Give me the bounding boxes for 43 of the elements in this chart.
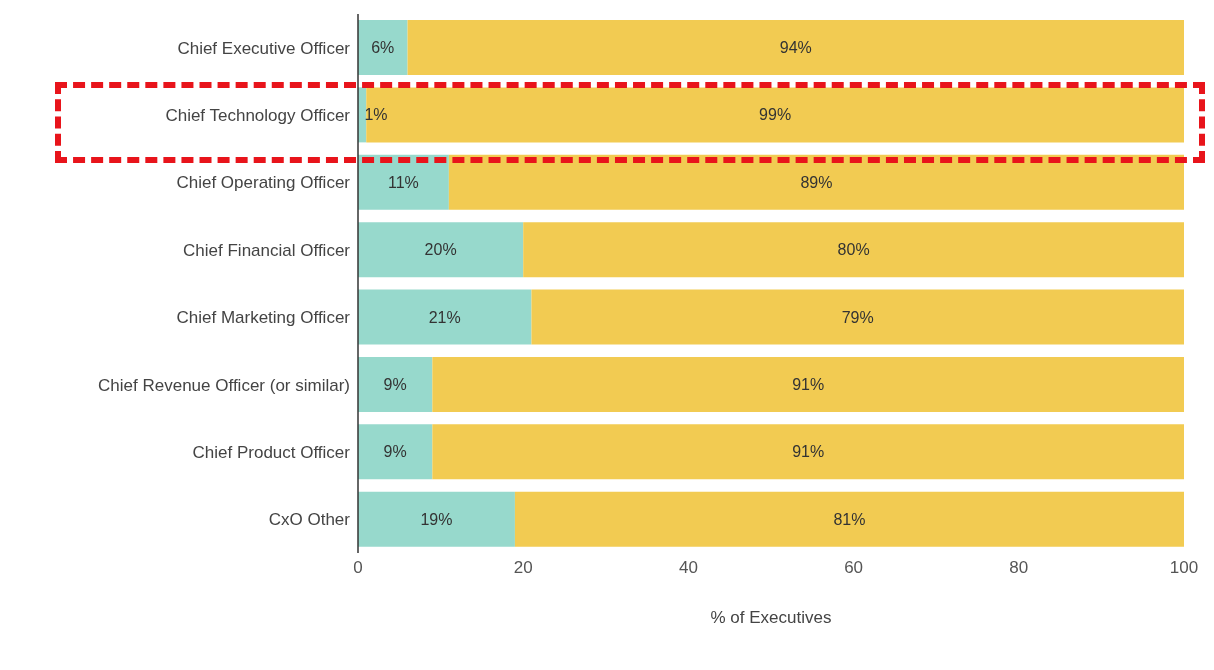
bar bbox=[358, 356, 433, 412]
y-tick-label: Chief Executive Officer bbox=[177, 38, 351, 58]
x-tick-label: 40 bbox=[678, 558, 698, 578]
y-tick-label: Chief Revenue Officer (or similar) bbox=[98, 375, 350, 395]
x-tick-label: 80 bbox=[1009, 558, 1029, 578]
data-label: 9% bbox=[383, 375, 407, 393]
bar bbox=[366, 87, 1184, 143]
x-tick-label: 0 bbox=[353, 558, 363, 578]
x-tick-label: 100 bbox=[1169, 558, 1199, 578]
y-tick-label: Chief Marketing Officer bbox=[176, 308, 351, 328]
data-label: 81% bbox=[833, 510, 866, 528]
data-label: 91% bbox=[792, 375, 825, 393]
data-label: 6% bbox=[371, 39, 395, 56]
bar bbox=[358, 491, 515, 547]
x-tick-label: 20 bbox=[513, 558, 533, 578]
data-label: 94% bbox=[779, 39, 812, 56]
bar bbox=[358, 424, 433, 480]
bar bbox=[358, 289, 532, 345]
y-tick-label: Chief Financial Officer bbox=[183, 240, 351, 260]
bar bbox=[514, 491, 1184, 547]
bar bbox=[432, 356, 1184, 412]
data-label: 80% bbox=[837, 241, 870, 259]
bar bbox=[523, 222, 1184, 278]
data-label: 91% bbox=[792, 443, 825, 461]
bar bbox=[531, 289, 1184, 345]
y-tick-label: Chief Technology Officer bbox=[165, 106, 351, 126]
bar bbox=[407, 20, 1184, 75]
bar bbox=[358, 20, 408, 75]
y-tick-label: Chief Product Officer bbox=[192, 442, 351, 462]
x-axis-title: % of Executives bbox=[710, 608, 832, 627]
data-label: 20% bbox=[424, 241, 457, 259]
data-label: 99% bbox=[759, 106, 792, 124]
data-label: 19% bbox=[420, 510, 453, 528]
y-tick-label: Chief Operating Officer bbox=[176, 173, 351, 193]
data-label: 79% bbox=[841, 308, 874, 326]
data-label: 89% bbox=[800, 173, 833, 191]
data-label: 9% bbox=[383, 443, 407, 461]
x-tick-label: 60 bbox=[844, 558, 864, 578]
bar bbox=[432, 424, 1184, 480]
data-label: 11% bbox=[388, 173, 419, 191]
bar bbox=[358, 222, 524, 278]
data-label: 21% bbox=[428, 308, 461, 326]
y-tick-label: CxO Other bbox=[268, 510, 351, 530]
